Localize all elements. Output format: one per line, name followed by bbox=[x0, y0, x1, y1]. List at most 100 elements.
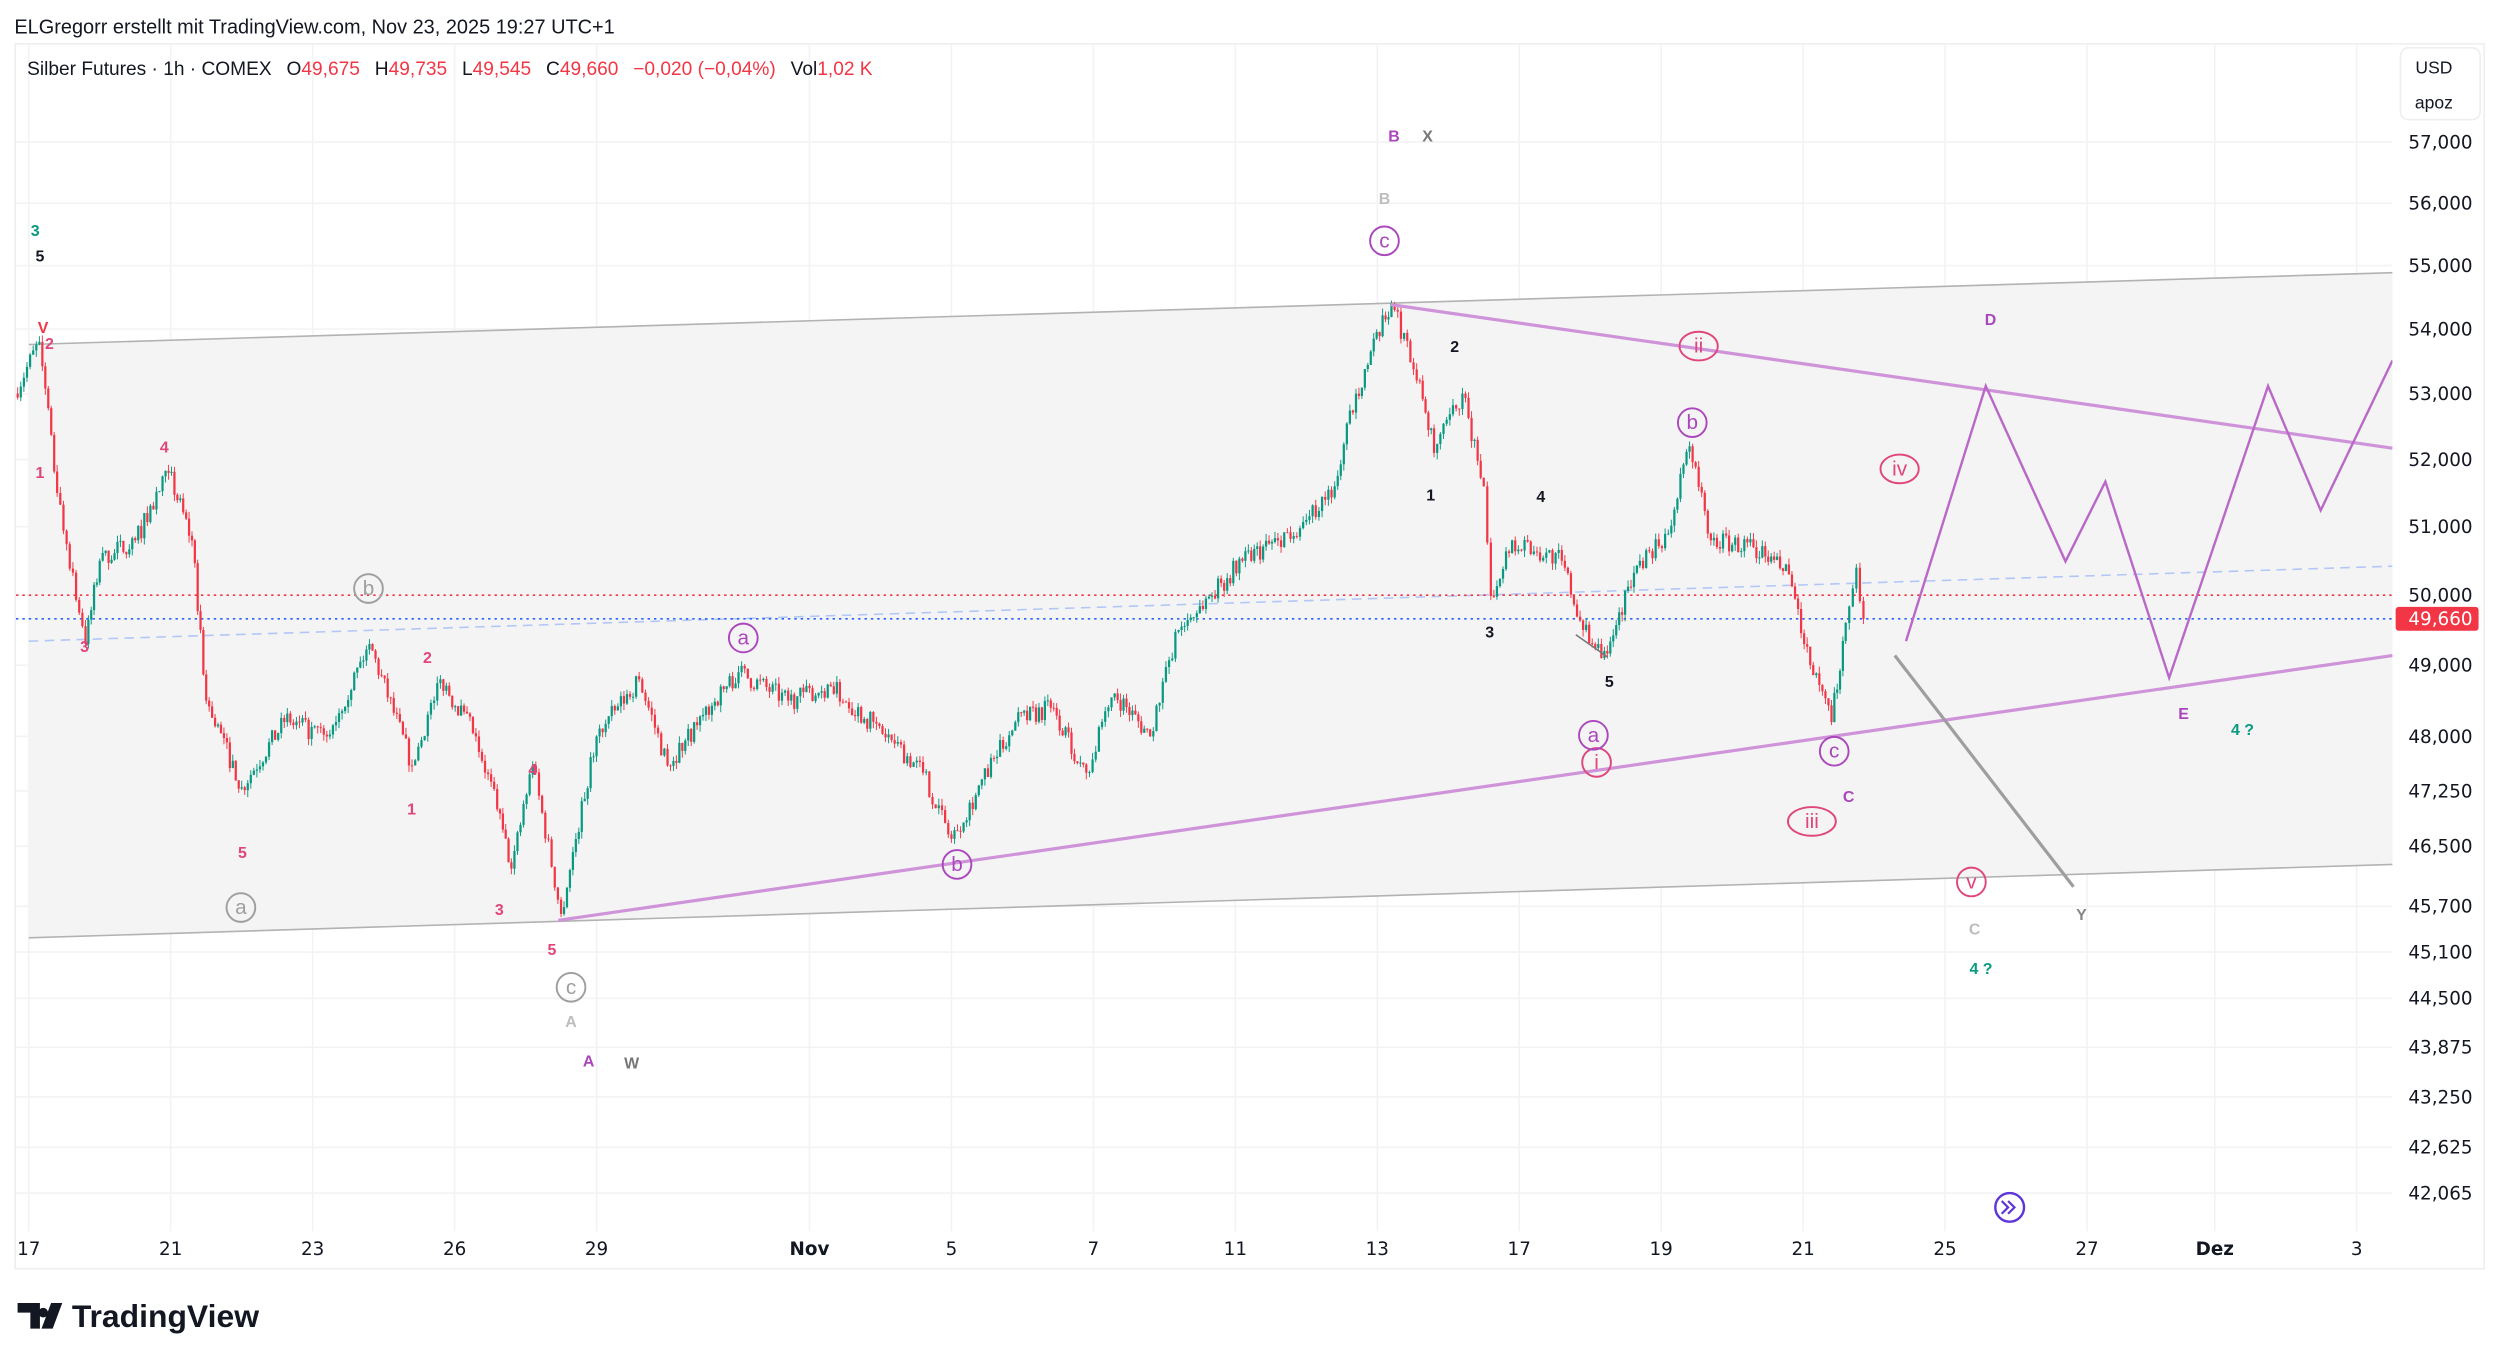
candle-body bbox=[704, 706, 708, 715]
candle-body bbox=[1085, 764, 1088, 773]
scroll-to-realtime-button[interactable] bbox=[1994, 1191, 2026, 1223]
price-tick-label: 44,500 bbox=[2408, 989, 2472, 1010]
candle-body bbox=[619, 696, 623, 707]
candle-body bbox=[1372, 338, 1375, 352]
candle-body bbox=[989, 757, 993, 777]
candle-body bbox=[1784, 564, 1788, 572]
wave-label: 3 bbox=[80, 639, 89, 656]
candle-body bbox=[1612, 635, 1615, 642]
candle-body bbox=[1724, 533, 1728, 536]
candle-body bbox=[1597, 644, 1600, 648]
candle-body bbox=[274, 730, 277, 740]
high-label: H bbox=[375, 59, 389, 80]
candle-body bbox=[1100, 721, 1104, 728]
candle-body bbox=[1186, 620, 1189, 626]
price-tick-label: 57,000 bbox=[2408, 132, 2472, 153]
candle-body bbox=[622, 696, 626, 704]
price-tick-label: 56,000 bbox=[2408, 194, 2472, 215]
candle-body bbox=[1492, 595, 1495, 597]
candle-body bbox=[417, 746, 420, 761]
candle-body bbox=[1046, 700, 1049, 702]
candle-body bbox=[98, 560, 101, 583]
candle-body bbox=[504, 829, 507, 839]
candle-body bbox=[110, 559, 113, 563]
candle-body bbox=[1161, 681, 1164, 703]
candle-body bbox=[1504, 551, 1508, 569]
candle-body bbox=[1302, 521, 1305, 529]
candle-body bbox=[1210, 595, 1214, 597]
low-value: 49,545 bbox=[473, 59, 531, 80]
candle-body bbox=[1803, 633, 1806, 645]
candle-body bbox=[81, 612, 84, 627]
candle-body bbox=[1764, 546, 1767, 557]
candle-body bbox=[1014, 722, 1017, 731]
time-tick-label: 21 bbox=[159, 1239, 182, 1260]
candle-body bbox=[1276, 538, 1280, 541]
candle-body bbox=[522, 804, 525, 825]
candle-body bbox=[1273, 538, 1277, 542]
candle-body bbox=[1615, 624, 1618, 636]
candle-body bbox=[1390, 303, 1393, 318]
candle-body bbox=[1005, 746, 1008, 749]
candle-body bbox=[1535, 551, 1539, 553]
candle-body bbox=[826, 684, 829, 698]
candle-body bbox=[1375, 331, 1378, 339]
candle-body bbox=[1746, 539, 1749, 543]
tradingview-logo[interactable]: TradingView bbox=[17, 1298, 260, 1334]
price-axis[interactable] bbox=[2392, 44, 2484, 1268]
candle-body bbox=[1110, 697, 1113, 708]
candle-body bbox=[1688, 446, 1691, 452]
candle-body bbox=[1220, 578, 1223, 583]
candle-body bbox=[1712, 537, 1716, 541]
candle-body bbox=[1439, 433, 1442, 445]
candle-body bbox=[811, 688, 814, 702]
price-tick-label: 53,000 bbox=[2408, 384, 2472, 405]
candle-body bbox=[1247, 550, 1250, 552]
candle-body bbox=[1327, 489, 1330, 500]
candle-body bbox=[1264, 540, 1268, 547]
candle-body bbox=[74, 572, 78, 600]
candle-body bbox=[1256, 546, 1259, 549]
candle-body bbox=[1104, 711, 1107, 722]
wave-label: i bbox=[1594, 751, 1599, 774]
candle-body bbox=[906, 756, 909, 764]
candle-body bbox=[1259, 546, 1262, 560]
candle-body bbox=[829, 684, 832, 687]
candle-body bbox=[1697, 466, 1700, 487]
candle-body bbox=[1703, 492, 1706, 511]
candle-body bbox=[1761, 546, 1764, 558]
currency-unit-button[interactable]: USD apoz bbox=[2399, 47, 2481, 121]
candle-body bbox=[386, 678, 389, 698]
candle-body bbox=[1554, 553, 1557, 564]
candle-body bbox=[84, 626, 87, 645]
candle-body bbox=[740, 665, 743, 673]
open-value: 49,675 bbox=[301, 59, 360, 80]
candle-body bbox=[589, 757, 592, 789]
candle-body bbox=[480, 751, 484, 761]
candle-body bbox=[426, 714, 429, 737]
candle-body bbox=[1585, 624, 1588, 630]
candle-body bbox=[1645, 550, 1648, 569]
candle-body bbox=[407, 738, 411, 766]
candle-body bbox=[1017, 712, 1020, 723]
change-value: −0,020 (−0,04%) bbox=[633, 59, 775, 80]
wave-label: iii bbox=[1805, 810, 1819, 833]
candle-body bbox=[1855, 567, 1858, 589]
candle-body bbox=[1749, 539, 1752, 543]
candle-body bbox=[1799, 608, 1803, 634]
candle-body bbox=[261, 762, 265, 767]
candle-body bbox=[1793, 586, 1797, 599]
candle-body bbox=[866, 719, 869, 729]
candle-body bbox=[1451, 405, 1455, 415]
candle-body bbox=[1238, 558, 1241, 574]
candle-body bbox=[847, 702, 851, 709]
symbol-name[interactable]: Silber Futures · 1h · COMEX bbox=[27, 59, 272, 80]
candle-body bbox=[280, 717, 283, 734]
time-tick-label: 29 bbox=[585, 1239, 608, 1260]
candle-body bbox=[672, 760, 675, 766]
candle-body bbox=[613, 705, 616, 711]
candle-body bbox=[1308, 516, 1311, 520]
candle-body bbox=[304, 718, 307, 720]
candle-body bbox=[289, 713, 292, 723]
